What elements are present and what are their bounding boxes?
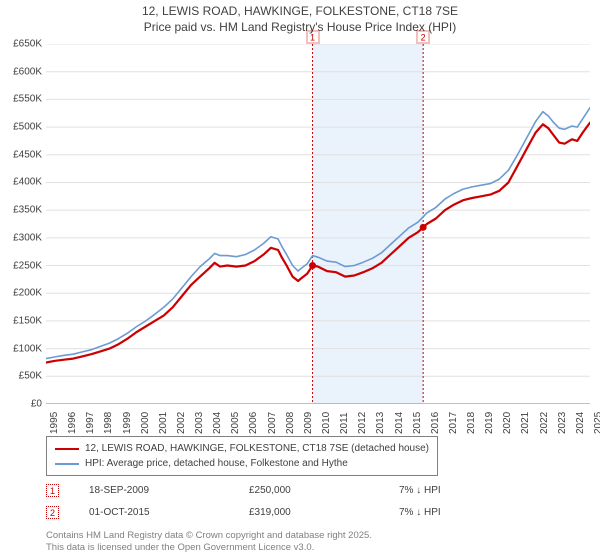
x-tick-label: 2007	[267, 412, 278, 434]
sale-date: 18-SEP-2009	[89, 485, 219, 496]
sale-marker-label: 1	[306, 31, 319, 44]
chart-container: 12, LEWIS ROAD, HAWKINGE, FOLKESTONE, CT…	[0, 0, 600, 560]
x-tick-label: 2005	[230, 412, 241, 434]
x-tick-label: 2008	[285, 412, 296, 434]
chart-title: 12, LEWIS ROAD, HAWKINGE, FOLKESTONE, CT…	[0, 0, 600, 35]
sale-delta: 7% ↓ HPI	[399, 507, 499, 518]
legend: 12, LEWIS ROAD, HAWKINGE, FOLKESTONE, CT…	[46, 436, 438, 476]
legend-swatch	[55, 463, 79, 465]
y-tick-label: £500K	[2, 122, 42, 133]
y-tick-label: £600K	[2, 66, 42, 77]
x-tick-label: 2011	[339, 412, 350, 434]
x-tick-label: 2006	[248, 412, 259, 434]
sale-marker: 1	[46, 484, 59, 497]
x-tick-label: 2025	[593, 412, 600, 434]
legend-label: 12, LEWIS ROAD, HAWKINGE, FOLKESTONE, CT…	[85, 441, 429, 456]
sale-marker: 2	[46, 506, 59, 519]
x-tick-label: 2023	[557, 412, 568, 434]
x-tick-label: 1997	[85, 412, 96, 434]
x-tick-label: 2017	[448, 412, 459, 434]
y-tick-label: £350K	[2, 205, 42, 216]
footer-line-2: This data is licensed under the Open Gov…	[46, 542, 372, 554]
x-tick-label: 2013	[375, 412, 386, 434]
y-tick-label: £200K	[2, 288, 42, 299]
x-tick-label: 2020	[502, 412, 513, 434]
y-tick-label: £0	[2, 399, 42, 410]
sale-delta: 7% ↓ HPI	[399, 485, 499, 496]
y-tick-label: £550K	[2, 94, 42, 105]
title-line-2: Price paid vs. HM Land Registry's House …	[0, 20, 600, 36]
title-line-1: 12, LEWIS ROAD, HAWKINGE, FOLKESTONE, CT…	[0, 4, 600, 20]
x-tick-label: 2004	[212, 412, 223, 434]
sale-price: £250,000	[249, 485, 369, 496]
x-tick-label: 2024	[575, 412, 586, 434]
x-tick-label: 2021	[520, 412, 531, 434]
y-tick-label: £650K	[2, 39, 42, 50]
x-tick-label: 2022	[539, 412, 550, 434]
legend-label: HPI: Average price, detached house, Folk…	[85, 456, 348, 471]
x-tick-label: 2001	[158, 412, 169, 434]
x-tick-label: 2015	[412, 412, 423, 434]
legend-row: HPI: Average price, detached house, Folk…	[55, 456, 429, 471]
footer-line-1: Contains HM Land Registry data © Crown c…	[46, 530, 372, 542]
legend-swatch	[55, 448, 79, 450]
y-tick-label: £50K	[2, 371, 42, 382]
x-tick-label: 1999	[122, 412, 133, 434]
x-tick-label: 2018	[466, 412, 477, 434]
x-tick-label: 2000	[140, 412, 151, 434]
y-tick-label: £450K	[2, 149, 42, 160]
sale-price: £319,000	[249, 507, 369, 518]
y-tick-label: £100K	[2, 343, 42, 354]
sale-marker-label: 2	[417, 31, 430, 44]
x-tick-label: 2014	[394, 412, 405, 434]
x-tick-label: 2019	[484, 412, 495, 434]
x-tick-label: 2012	[357, 412, 368, 434]
y-tick-label: £400K	[2, 177, 42, 188]
x-tick-label: 1998	[103, 412, 114, 434]
y-tick-label: £300K	[2, 232, 42, 243]
plot-area	[46, 44, 590, 404]
legend-row: 12, LEWIS ROAD, HAWKINGE, FOLKESTONE, CT…	[55, 441, 429, 456]
x-tick-label: 2016	[430, 412, 441, 434]
y-tick-label: £150K	[2, 315, 42, 326]
x-tick-label: 2009	[303, 412, 314, 434]
sale-row: 2 01-OCT-2015 £319,000 7% ↓ HPI	[46, 506, 499, 519]
x-tick-label: 2003	[194, 412, 205, 434]
footer-attribution: Contains HM Land Registry data © Crown c…	[46, 530, 372, 555]
x-tick-label: 1996	[67, 412, 78, 434]
y-tick-label: £250K	[2, 260, 42, 271]
x-tick-label: 2010	[321, 412, 332, 434]
x-tick-label: 1995	[49, 412, 60, 434]
x-tick-label: 2002	[176, 412, 187, 434]
sale-date: 01-OCT-2015	[89, 507, 219, 518]
sale-row: 1 18-SEP-2009 £250,000 7% ↓ HPI	[46, 484, 499, 497]
